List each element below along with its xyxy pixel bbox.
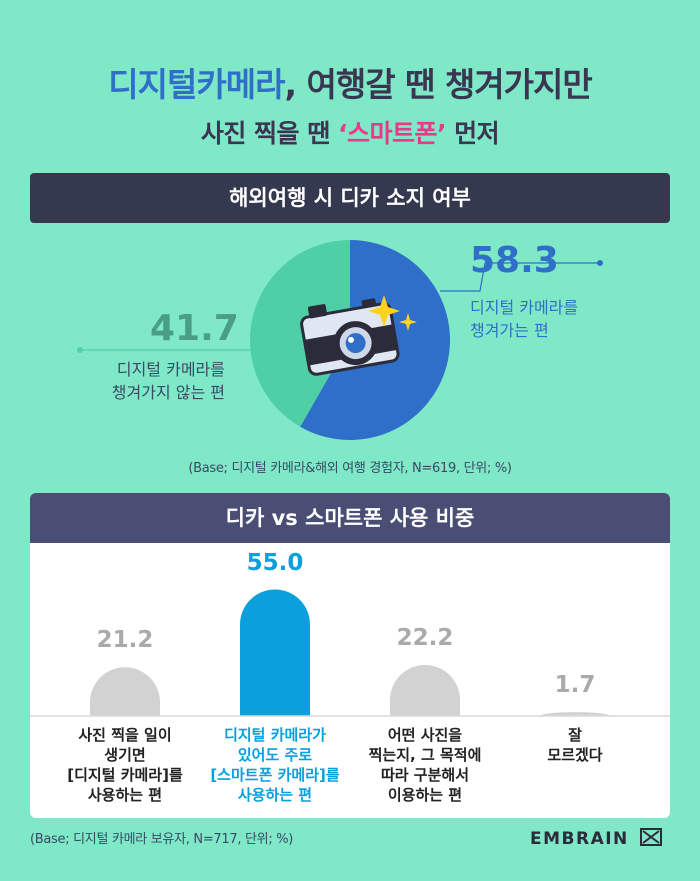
bar-category-line: 따라 구분해서 — [380, 766, 470, 784]
pie-slice-not-take — [249, 240, 350, 427]
camera-icon — [300, 298, 400, 376]
headline-line2: 사진 찍을 땐 ‘스마트폰’ 먼저 — [0, 114, 700, 150]
bar-value-label: 22.2 — [396, 624, 454, 651]
pie-label-not-take-line1: 디지털 카메라를 — [116, 360, 225, 379]
bar-category-line: [디지털 카메라]를 — [67, 766, 183, 784]
bar-category-line: 모르겠다 — [547, 746, 603, 764]
bar-0 — [90, 667, 160, 716]
pie-label-take-line1: 디지털 카메라를 — [470, 298, 579, 317]
bar-category-line: [스마트폰 카메라]를 — [210, 766, 340, 784]
bar-value-label: 55.0 — [246, 549, 304, 576]
headline2-highlight: ‘스마트폰’ — [337, 119, 447, 148]
pie-label-take-line2: 챙겨가는 편 — [470, 321, 549, 340]
pie-chart — [77, 240, 603, 440]
brand-mark-icon — [640, 828, 663, 846]
section1-header: 해외여행 시 디카 소지 여부 — [30, 173, 670, 223]
bar-category-line: 찍는지, 그 목적에 — [368, 746, 482, 764]
headline2-after: 먼저 — [445, 119, 500, 148]
bar-category-line: 이용하는 편 — [387, 786, 463, 804]
headline-rest: , 여행갈 땐 챙겨가지만 — [284, 65, 592, 104]
leader-dot-not-take — [77, 347, 83, 353]
bar-category-line: 사용하는 편 — [237, 786, 313, 804]
pie-value-take: 58.3 — [470, 240, 559, 281]
section2-note: (Base; 디지털 카메라 보유자, N=717, 단위; %) — [30, 832, 294, 847]
bar-1 — [240, 589, 310, 716]
bar-3 — [540, 712, 610, 716]
bar-category-line: 사진 찍을 일이 — [78, 726, 172, 744]
headline2-before: 사진 찍을 땐 — [200, 119, 338, 148]
bar-value-label: 21.2 — [96, 627, 154, 654]
pie-label-not-take-line2: 챙겨가지 않는 편 — [111, 383, 225, 402]
bar-category-line: 잘 — [568, 726, 582, 744]
bar-chart — [30, 589, 670, 717]
section1-note: (Base; 디지털 카메라&해외 여행 경험자, N=619, 단위; %) — [188, 461, 512, 476]
sparkle-icon — [368, 295, 417, 331]
pie-value-not-take: 41.7 — [150, 308, 239, 349]
bar-value-label: 1.7 — [554, 672, 596, 699]
pie-label-take: 디지털 카메라를 챙겨가는 편 — [470, 296, 578, 342]
bar-category-line: 디지털 카메라가 — [224, 726, 326, 744]
brand-logo: EMBRAIN — [530, 828, 663, 849]
brand-name: EMBRAIN — [530, 829, 629, 849]
bar-category-line: 있어도 주로 — [237, 746, 313, 764]
bar-2 — [390, 664, 460, 716]
headline-line1: 디지털카메라, 여행갈 땐 챙겨가지만 — [0, 58, 700, 106]
bar-category-line: 어떤 사진을 — [387, 726, 463, 744]
leader-dot-take — [597, 260, 603, 266]
section2-header: 디카 vs 스마트폰 사용 비중 — [30, 493, 670, 543]
bar-category-line: 사용하는 편 — [87, 786, 163, 804]
headline-highlight: 디지털카메라 — [108, 65, 285, 104]
bar-category-line: 생기면 — [104, 746, 146, 764]
leader-line-take — [440, 262, 600, 292]
pie-label-not-take: 디지털 카메라를 챙겨가지 않는 편 — [60, 358, 225, 404]
